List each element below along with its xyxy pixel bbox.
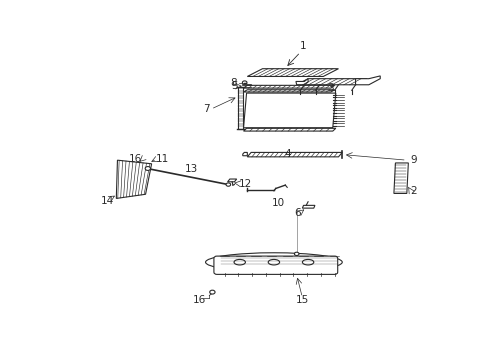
Polygon shape <box>244 93 336 128</box>
Circle shape <box>210 290 215 294</box>
Text: 5: 5 <box>231 81 238 91</box>
Polygon shape <box>116 160 151 198</box>
Ellipse shape <box>206 253 343 271</box>
Circle shape <box>243 81 247 84</box>
Text: 1: 1 <box>300 41 307 51</box>
Text: 9: 9 <box>411 155 417 165</box>
Text: 7: 7 <box>203 104 209 114</box>
Circle shape <box>226 183 231 186</box>
Polygon shape <box>356 76 380 85</box>
Ellipse shape <box>234 260 245 265</box>
Polygon shape <box>244 85 335 88</box>
Text: 6: 6 <box>294 208 301 219</box>
Text: 16: 16 <box>193 294 206 305</box>
Polygon shape <box>244 128 336 131</box>
Ellipse shape <box>302 260 314 265</box>
Text: 4: 4 <box>284 149 291 159</box>
Text: 15: 15 <box>296 296 309 305</box>
Text: 3: 3 <box>327 82 334 93</box>
Text: 11: 11 <box>156 154 170 164</box>
FancyBboxPatch shape <box>214 256 338 274</box>
Text: 12: 12 <box>239 179 252 189</box>
Polygon shape <box>243 152 247 156</box>
Text: 13: 13 <box>185 164 198 174</box>
Polygon shape <box>227 179 237 182</box>
Text: 16: 16 <box>129 153 143 163</box>
Text: 2: 2 <box>411 186 417 196</box>
Text: 14: 14 <box>101 195 114 206</box>
Polygon shape <box>296 79 308 85</box>
Polygon shape <box>244 90 335 92</box>
Ellipse shape <box>268 260 280 265</box>
Polygon shape <box>247 69 339 76</box>
Text: 8: 8 <box>230 78 237 88</box>
Polygon shape <box>302 205 315 208</box>
Bar <box>238 87 243 129</box>
Polygon shape <box>247 152 342 157</box>
Text: 10: 10 <box>272 198 285 208</box>
Circle shape <box>145 167 150 170</box>
Polygon shape <box>394 163 408 193</box>
Polygon shape <box>297 79 367 85</box>
Circle shape <box>294 252 299 256</box>
